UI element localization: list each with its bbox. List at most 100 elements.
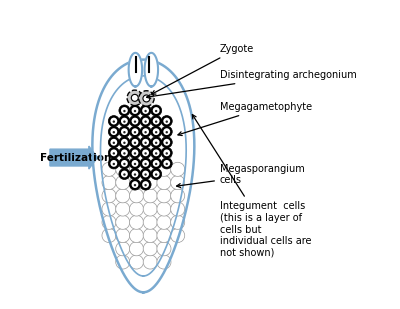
Circle shape xyxy=(166,152,168,154)
Circle shape xyxy=(143,255,157,269)
Circle shape xyxy=(113,142,115,144)
Circle shape xyxy=(144,131,147,133)
Polygon shape xyxy=(92,60,194,292)
Circle shape xyxy=(142,107,149,114)
Circle shape xyxy=(157,189,171,203)
Circle shape xyxy=(108,147,119,158)
Circle shape xyxy=(144,152,147,154)
Circle shape xyxy=(140,168,151,180)
Circle shape xyxy=(143,228,157,243)
Circle shape xyxy=(155,142,157,144)
Circle shape xyxy=(130,202,144,216)
Circle shape xyxy=(110,160,117,167)
Circle shape xyxy=(157,162,171,176)
Circle shape xyxy=(163,150,170,156)
Circle shape xyxy=(140,147,151,158)
Circle shape xyxy=(144,110,147,112)
Circle shape xyxy=(157,202,171,216)
Circle shape xyxy=(155,152,157,154)
Circle shape xyxy=(134,110,136,112)
Circle shape xyxy=(132,128,138,135)
Circle shape xyxy=(161,147,172,158)
Circle shape xyxy=(161,137,172,148)
Circle shape xyxy=(142,181,149,188)
Circle shape xyxy=(155,163,157,165)
Circle shape xyxy=(119,116,130,127)
Circle shape xyxy=(142,160,149,167)
Circle shape xyxy=(163,128,170,135)
Circle shape xyxy=(119,147,130,158)
Circle shape xyxy=(116,189,130,203)
Circle shape xyxy=(130,162,144,176)
Circle shape xyxy=(116,242,130,256)
Circle shape xyxy=(143,162,157,176)
Circle shape xyxy=(157,242,171,256)
Circle shape xyxy=(123,142,126,144)
Circle shape xyxy=(142,150,149,156)
Circle shape xyxy=(130,137,140,148)
Circle shape xyxy=(163,160,170,167)
Circle shape xyxy=(171,215,185,229)
Text: Zygote: Zygote xyxy=(152,44,254,94)
Circle shape xyxy=(121,171,128,177)
Circle shape xyxy=(108,158,119,169)
Circle shape xyxy=(123,131,126,133)
Text: Megagametophyte: Megagametophyte xyxy=(178,102,312,136)
Circle shape xyxy=(127,90,142,106)
Circle shape xyxy=(132,160,138,167)
Circle shape xyxy=(119,168,130,180)
Circle shape xyxy=(157,149,171,163)
Circle shape xyxy=(142,171,149,177)
Circle shape xyxy=(121,150,128,156)
Circle shape xyxy=(113,121,115,123)
Circle shape xyxy=(161,126,172,137)
Circle shape xyxy=(134,152,136,154)
Circle shape xyxy=(132,118,138,125)
Circle shape xyxy=(113,163,115,165)
Circle shape xyxy=(151,137,162,148)
Circle shape xyxy=(130,149,144,163)
Circle shape xyxy=(116,149,130,163)
Circle shape xyxy=(155,110,157,112)
Circle shape xyxy=(153,139,160,146)
Circle shape xyxy=(144,184,147,186)
Circle shape xyxy=(153,171,160,177)
Circle shape xyxy=(119,158,130,169)
Circle shape xyxy=(144,142,147,144)
Circle shape xyxy=(116,202,130,216)
Circle shape xyxy=(121,118,128,125)
Circle shape xyxy=(153,128,160,135)
Circle shape xyxy=(151,105,162,116)
Circle shape xyxy=(157,176,171,190)
Circle shape xyxy=(102,162,116,176)
Circle shape xyxy=(142,139,149,146)
Circle shape xyxy=(171,162,185,176)
Circle shape xyxy=(151,126,162,137)
Circle shape xyxy=(116,162,130,176)
Circle shape xyxy=(171,202,185,216)
Circle shape xyxy=(166,121,168,123)
Circle shape xyxy=(161,158,172,169)
Circle shape xyxy=(134,184,136,186)
Circle shape xyxy=(130,116,140,127)
Circle shape xyxy=(132,171,138,177)
Circle shape xyxy=(130,242,144,256)
Circle shape xyxy=(123,163,126,165)
Circle shape xyxy=(153,118,160,125)
Text: Integument  cells
(this is a layer of
cells but
individual cells are
not shown): Integument cells (this is a layer of cel… xyxy=(192,115,312,258)
Circle shape xyxy=(102,176,116,190)
Circle shape xyxy=(132,150,138,156)
Circle shape xyxy=(139,91,154,106)
Circle shape xyxy=(151,116,162,127)
FancyArrow shape xyxy=(50,146,98,169)
Circle shape xyxy=(108,116,119,127)
Circle shape xyxy=(157,255,171,269)
Text: Fertilization: Fertilization xyxy=(40,153,112,163)
Circle shape xyxy=(123,110,126,112)
Circle shape xyxy=(116,255,130,269)
Circle shape xyxy=(130,105,140,116)
Circle shape xyxy=(157,215,171,229)
Circle shape xyxy=(155,121,157,123)
Circle shape xyxy=(132,139,138,146)
Circle shape xyxy=(119,137,130,148)
